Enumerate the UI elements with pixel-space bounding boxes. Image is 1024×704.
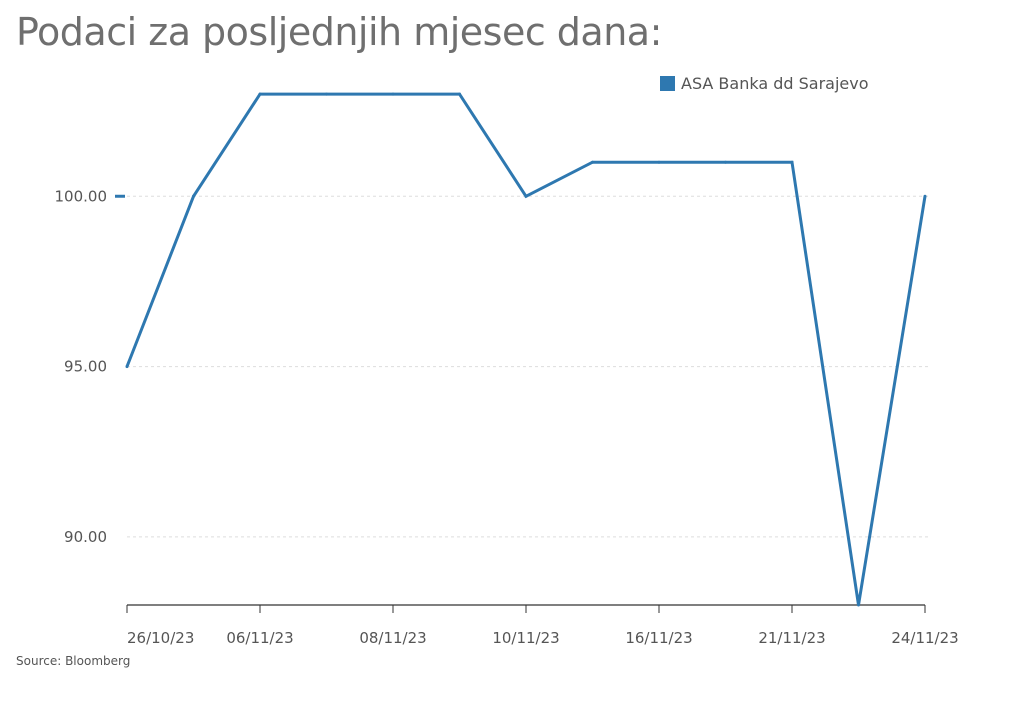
- legend-label: ASA Banka dd Sarajevo: [681, 74, 869, 93]
- data-point: [125, 365, 129, 369]
- y-axis: 90.00 95.00 100.00: [55, 187, 125, 546]
- grid-lines: [127, 195, 930, 538]
- x-tick-label: 21/11/23: [758, 629, 825, 647]
- series-line: [125, 92, 927, 606]
- x-axis: 26/10/23 06/11/23 08/11/23 10/11/23 16/11/23…: [126, 604, 959, 647]
- data-point: [790, 160, 794, 164]
- legend: ASA Banka dd Sarajevo: [660, 74, 869, 93]
- y-tick-label: 90.00: [64, 528, 107, 546]
- data-point: [325, 92, 328, 96]
- x-tick-label: 08/11/23: [359, 629, 426, 647]
- series-layer: [125, 92, 927, 607]
- data-point: [391, 92, 395, 96]
- x-tick-label: 26/10/23: [127, 629, 194, 647]
- data-point: [857, 603, 860, 607]
- data-point: [724, 160, 727, 164]
- x-tick-label: 06/11/23: [226, 629, 293, 647]
- source-note: Source: Bloomberg: [16, 654, 131, 668]
- y-tick-label: 100.00: [55, 187, 108, 205]
- data-point: [192, 194, 195, 198]
- x-tick-label: 24/11/23: [891, 629, 958, 647]
- legend-swatch: [660, 76, 675, 91]
- data-point: [923, 194, 927, 198]
- data-point: [458, 92, 461, 96]
- y-tick-label: 95.00: [64, 358, 107, 376]
- data-point: [591, 160, 594, 164]
- x-tick-label: 10/11/23: [492, 629, 559, 647]
- chart-title: Podaci za posljednjih mjesec dana:: [16, 10, 662, 54]
- data-point: [657, 160, 661, 164]
- x-tick-label: 16/11/23: [625, 629, 692, 647]
- data-point: [258, 92, 262, 96]
- data-point: [524, 194, 528, 198]
